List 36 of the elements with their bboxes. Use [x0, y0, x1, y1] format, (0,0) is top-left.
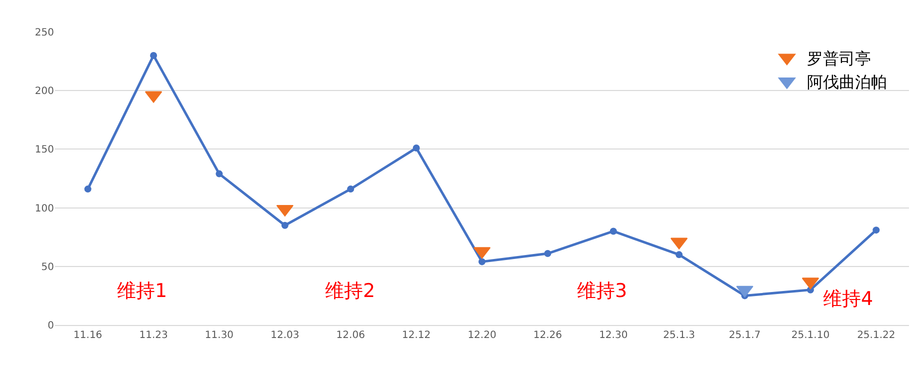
annotation: 维持3 — [577, 280, 628, 302]
y-tick-label: 100 — [34, 203, 54, 214]
point — [216, 170, 223, 178]
x-tick-label: 25.1.3 — [663, 330, 695, 341]
x-tick-label: 11.23 — [139, 330, 168, 341]
point — [676, 251, 683, 258]
x-tick-label: 25.1.10 — [791, 330, 830, 341]
y-tick-label: 0 — [48, 320, 54, 332]
point — [478, 258, 486, 266]
y-tick-label: 50 — [41, 262, 54, 273]
point — [872, 226, 880, 234]
x-tick-label: 11.16 — [74, 330, 102, 341]
point — [281, 222, 288, 229]
y-tick-label: 200 — [34, 86, 54, 98]
point — [84, 186, 92, 193]
annotation: 维持2 — [325, 280, 376, 302]
point — [347, 186, 354, 193]
y-tick-label: 150 — [34, 144, 54, 156]
legend-label: 阿伐曲泊帕 — [806, 72, 887, 92]
point — [610, 228, 617, 235]
x-tick-label: 25.1.7 — [728, 330, 761, 341]
x-tick-label: 12.06 — [336, 330, 365, 341]
x-tick-label: 25.1.22 — [857, 330, 896, 341]
point — [412, 144, 420, 152]
x-tick-label: 12.20 — [468, 330, 496, 341]
legend-label: 罗普司亭 — [806, 48, 871, 68]
x-tick-label: 12.12 — [402, 330, 431, 341]
x-tick-label: 11.30 — [204, 330, 234, 341]
annotation: 维持1 — [117, 280, 168, 302]
x-tick-label: 12.26 — [533, 330, 562, 341]
point — [150, 52, 158, 59]
point — [544, 250, 552, 258]
x-tick-label: 12.03 — [270, 330, 300, 341]
x-tick-label: 12.30 — [599, 330, 628, 341]
y-tick-label: 250 — [34, 28, 54, 38]
annotation: 维持4 — [823, 288, 874, 310]
